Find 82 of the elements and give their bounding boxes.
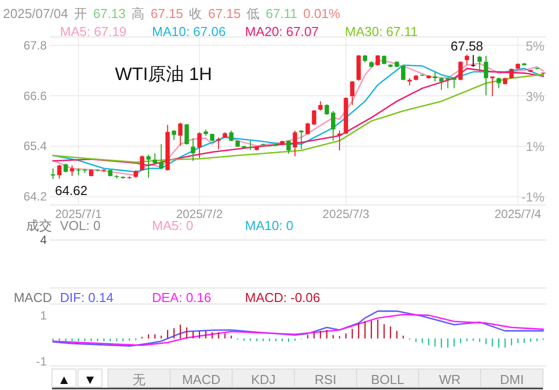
text: VOL: 0: [60, 218, 100, 233]
x-tick-label: 2025/7/2: [176, 207, 224, 221]
button: KDJ: [232, 368, 295, 388]
text: MA10: 0: [245, 218, 294, 233]
x-tick-label: 2025/7/3: [322, 207, 370, 221]
text: 成交: [26, 218, 52, 233]
candlestick: [190, 138, 196, 162]
text: WTI原油 1H: [115, 64, 212, 84]
candlestick: [286, 140, 291, 154]
candlestick: [229, 130, 234, 142]
button: RSI: [294, 368, 358, 388]
candlestick: [350, 80, 354, 106]
candlestick: [248, 140, 253, 150]
candlestick: [292, 130, 298, 157]
candlestick: [70, 165, 74, 177]
candlestick: [184, 123, 189, 146]
candlestick: [446, 77, 450, 89]
text: MA5: 67.19: [60, 24, 126, 39]
candlestick: [299, 130, 304, 150]
text: DEA: 0.16: [152, 290, 212, 305]
text: 67.15: [150, 6, 184, 21]
button: BOLL: [356, 368, 420, 388]
button: ▲: [52, 368, 76, 388]
text: 收: [189, 6, 202, 21]
y2-tick-label: 5%: [526, 38, 545, 54]
text: MA30: 67.11: [345, 24, 418, 39]
series-label: MACD: -0.06: [245, 290, 320, 305]
text: 0.01%: [303, 6, 341, 21]
candlestick: [140, 154, 144, 172]
text: 67.15: [208, 6, 241, 21]
text: 67.11: [266, 6, 298, 21]
text: MA5: 0: [152, 218, 194, 233]
y-tick-label: 67.8: [23, 38, 48, 52]
candlestick: [318, 100, 323, 111]
candlestick: [496, 77, 501, 89]
candlestick: [152, 152, 158, 164]
y-tick-label: 65.4: [23, 139, 48, 154]
candlestick: [471, 54, 476, 68]
candlestick: [172, 130, 176, 140]
candlestick: [331, 110, 336, 142]
candlestick: [439, 77, 444, 90]
text: DIF: 0.14: [60, 290, 114, 305]
y2-tick-label: 3%: [526, 88, 545, 104]
text: 低: [246, 6, 260, 21]
annotation: 64.62: [54, 182, 88, 198]
button: WR: [418, 368, 482, 388]
y-tick-label: -1: [36, 354, 48, 368]
candlestick: [401, 65, 406, 81]
y-tick-label: 66.6: [23, 88, 48, 103]
candlestick: [509, 68, 514, 80]
button: DMI: [480, 368, 544, 388]
candlestick: [477, 55, 482, 72]
candlestick: [178, 122, 183, 146]
button: MACD: [170, 368, 233, 388]
text: 2025/07/04: [3, 6, 68, 21]
y-tick-label: 1: [40, 308, 48, 322]
candlestick: [464, 54, 470, 66]
text: 高: [132, 6, 145, 21]
x-tick-label: 2025/7/1: [55, 207, 102, 221]
text: 67.13: [93, 6, 126, 21]
text: 开: [74, 6, 88, 21]
button: ▼: [78, 368, 102, 388]
candlestick: [452, 77, 456, 89]
candlestick: [57, 164, 62, 180]
text: 4: [40, 233, 48, 247]
x-tick-label: 2025/7/4: [494, 207, 542, 221]
candlestick: [306, 122, 310, 136]
text: MA10: 67.06: [152, 24, 226, 39]
candlestick: [458, 60, 463, 81]
y-tick-label: 64.2: [23, 190, 48, 204]
annotation: 67.58: [450, 38, 484, 54]
candlestick: [490, 76, 495, 97]
candlestick: [159, 144, 164, 170]
candlestick: [484, 55, 488, 96]
y2-tick-label: -1%: [521, 190, 545, 205]
button: 无: [108, 368, 171, 388]
candlestick: [312, 110, 316, 126]
y-axis-title: MACD: [14, 290, 52, 305]
candlestick: [197, 132, 202, 158]
y2-tick-label: 1%: [526, 139, 545, 154]
text: MA20: 67.07: [245, 24, 319, 39]
candlestick: [376, 54, 380, 66]
